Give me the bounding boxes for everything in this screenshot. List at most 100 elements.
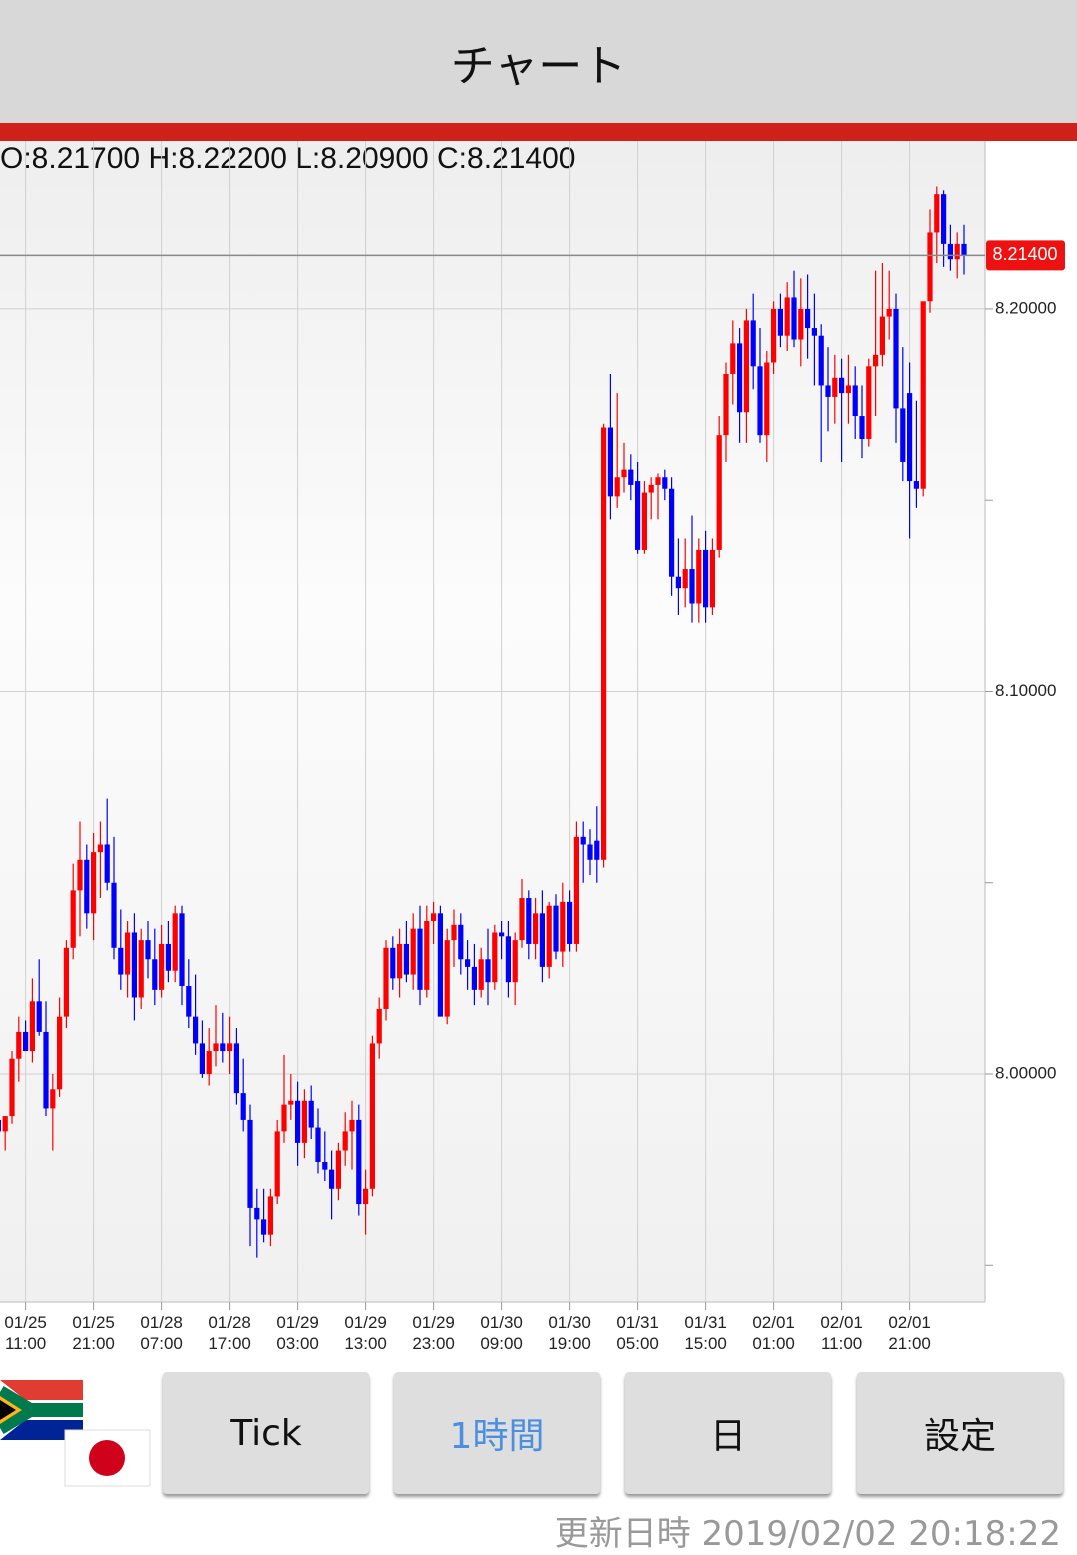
candle-body xyxy=(91,852,97,914)
x-tick-label: 02/01 21:00 xyxy=(888,1313,931,1353)
candle-body xyxy=(539,913,545,967)
candle-body xyxy=(444,940,450,1017)
candle-body xyxy=(703,549,709,608)
candle-body xyxy=(138,940,144,998)
candle-body xyxy=(845,385,851,394)
candle-body xyxy=(240,1093,246,1120)
candle-body xyxy=(893,308,899,409)
candle-body xyxy=(614,477,620,497)
candle-body xyxy=(485,959,491,983)
candle-body xyxy=(866,366,872,439)
candle-body xyxy=(410,928,416,975)
candle-body xyxy=(50,1089,56,1109)
candle-body xyxy=(70,890,76,948)
candle-body xyxy=(131,932,137,998)
candle-body xyxy=(57,1016,63,1090)
candle-body xyxy=(907,393,913,482)
chart: O:8.21700 H:8.22200 L:8.20900 C:8.21400 … xyxy=(0,141,1065,1310)
candle-body xyxy=(63,947,69,1017)
candle-body xyxy=(97,844,103,853)
candle-body xyxy=(716,435,722,550)
candle-body xyxy=(172,913,178,971)
candle-body xyxy=(23,1031,29,1052)
candle-body xyxy=(723,373,729,436)
candle-body xyxy=(669,488,675,577)
candle-body xyxy=(798,308,804,340)
candle-body xyxy=(281,1104,287,1132)
candle-body xyxy=(886,308,892,317)
candle-body xyxy=(9,1058,15,1117)
candle-body xyxy=(118,947,124,975)
header: チャート xyxy=(0,0,1077,123)
x-tick-label: 01/30 19:00 xyxy=(548,1313,591,1353)
x-tick-label: 01/28 07:00 xyxy=(140,1313,183,1353)
candle-body xyxy=(478,959,484,990)
candle-body xyxy=(227,1043,233,1052)
title: チャート xyxy=(450,40,627,92)
candle-body xyxy=(791,297,797,340)
candle-body xyxy=(431,913,437,921)
tab-button[interactable]: Tick xyxy=(163,1372,369,1494)
candle-body xyxy=(675,576,681,589)
accent-bar xyxy=(0,123,1077,141)
tab-button[interactable]: 日 xyxy=(625,1372,831,1494)
tab-button[interactable]: 設定 xyxy=(857,1372,1063,1494)
candle-body xyxy=(301,1100,307,1143)
candle-body xyxy=(900,408,906,462)
candle-body xyxy=(587,844,593,860)
candle-body xyxy=(533,913,539,944)
candle-body xyxy=(451,924,457,941)
candle-body xyxy=(390,947,396,979)
x-tick-label: 02/01 11:00 xyxy=(820,1313,863,1353)
candle-body xyxy=(0,1119,1,1132)
currency-flags xyxy=(0,1380,151,1487)
candle-body xyxy=(437,913,443,1017)
candle-body xyxy=(322,1161,328,1170)
candle-body xyxy=(805,308,811,329)
candle-body xyxy=(403,943,409,975)
flag-jp xyxy=(64,1429,151,1487)
x-tick-label: 01/29 13:00 xyxy=(344,1313,387,1353)
candle-body xyxy=(709,549,715,608)
plot-area xyxy=(0,141,985,1302)
candle-body xyxy=(145,940,151,960)
updated-time: 更新日時 2019/02/02 20:18:22 xyxy=(554,1514,1061,1554)
candle-body xyxy=(852,385,858,417)
candle-body xyxy=(349,1119,355,1132)
candle-body xyxy=(682,569,688,589)
candle-body xyxy=(295,1100,301,1143)
last-price-box xyxy=(986,240,1065,271)
candle-body xyxy=(832,377,838,397)
candle-body xyxy=(288,1100,294,1105)
x-tick-label: 01/30 09:00 xyxy=(480,1313,523,1353)
candle-body xyxy=(335,1150,341,1189)
candle-body xyxy=(458,924,464,960)
candle-body xyxy=(873,354,879,367)
candle-body xyxy=(621,469,627,478)
candle-body xyxy=(947,243,953,260)
candle-body xyxy=(36,1001,42,1032)
candle-body xyxy=(179,913,185,987)
candle-body xyxy=(879,316,885,355)
candle-body xyxy=(913,481,919,489)
candle-body xyxy=(2,1116,8,1132)
x-tick-label: 01/31 05:00 xyxy=(616,1313,659,1353)
candle-body xyxy=(233,1043,239,1094)
candle-body xyxy=(526,898,532,944)
candle-body xyxy=(424,920,430,990)
candle-body xyxy=(16,1031,22,1059)
candle-body xyxy=(363,1188,369,1205)
candle-body xyxy=(220,1043,226,1052)
candle-body xyxy=(594,840,600,860)
tab-button[interactable]: 1時間 xyxy=(394,1372,600,1494)
candle-body xyxy=(730,343,736,374)
candle-body xyxy=(206,1051,212,1075)
candle-body xyxy=(927,232,933,302)
candle-body xyxy=(84,859,90,914)
candle-body xyxy=(641,492,647,550)
candle-body xyxy=(560,901,566,952)
candle-body xyxy=(499,932,505,937)
candle-body xyxy=(356,1119,362,1205)
candle-body xyxy=(417,928,423,990)
